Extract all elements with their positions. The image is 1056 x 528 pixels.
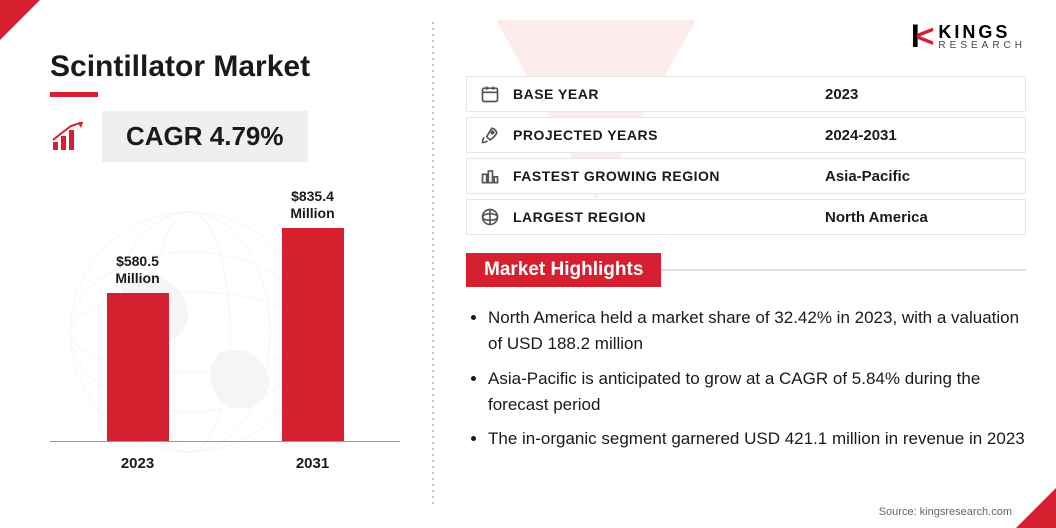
info-value: North America	[825, 209, 1025, 226]
highlights-rule	[661, 269, 1026, 271]
logo-mark: I<	[911, 18, 931, 55]
bar	[282, 228, 344, 441]
highlight-item: North America held a market share of 32.…	[488, 305, 1026, 358]
info-row: BASE YEAR2023	[466, 76, 1026, 112]
page: Scintillator Market CAGR 4.79%	[0, 0, 1056, 528]
highlights-title: Market Highlights	[466, 253, 661, 287]
info-row: PROJECTED YEARS2024-2031	[466, 117, 1026, 153]
region-icon	[467, 166, 513, 186]
bar-value-label: $580.5Million	[115, 253, 159, 287]
logo-sub: RESEARCH	[938, 41, 1026, 51]
bar-column: $835.4Million	[253, 188, 373, 441]
right-panel: I< KINGS RESEARCH BASE YEAR2023 PROJECTED…	[436, 0, 1056, 528]
source-label: Source: kingsresearch.com	[879, 506, 1012, 518]
brand-logo: I< KINGS RESEARCH	[911, 18, 1026, 55]
bars-container: $580.5Million$835.4Million	[50, 212, 400, 442]
logo-brand: KINGS	[938, 23, 1026, 41]
info-value: 2023	[825, 86, 1025, 103]
info-key: FASTEST GROWING REGION	[513, 168, 825, 184]
bar-value-label: $835.4Million	[290, 188, 334, 222]
info-key: LARGEST REGION	[513, 209, 825, 225]
left-panel: Scintillator Market CAGR 4.79%	[0, 0, 430, 528]
page-title: Scintillator Market	[50, 50, 400, 84]
x-axis-labels: 2023 2031	[50, 455, 400, 472]
info-value: 2024-2031	[825, 127, 1025, 144]
x-tick-label: 2031	[253, 455, 373, 472]
highlights-header: Market Highlights	[466, 253, 1026, 287]
highlight-item: The in-organic segment garnered USD 421.…	[488, 426, 1026, 452]
cagr-row: CAGR 4.79%	[50, 111, 400, 162]
x-tick-label: 2023	[78, 455, 198, 472]
info-value: Asia-Pacific	[825, 168, 1025, 185]
info-row: LARGEST REGIONNorth America	[466, 199, 1026, 235]
highlights-list: North America held a market share of 32.…	[466, 305, 1026, 453]
growth-chart-icon	[50, 118, 88, 156]
calendar-icon	[467, 84, 513, 104]
info-row: FASTEST GROWING REGIONAsia-Pacific	[466, 158, 1026, 194]
bar-chart: $580.5Million$835.4Million 2023 2031	[50, 192, 400, 472]
info-key: BASE YEAR	[513, 86, 825, 102]
globe-icon	[467, 207, 513, 227]
rocket-icon	[467, 125, 513, 145]
info-key: PROJECTED YEARS	[513, 127, 825, 143]
bar-column: $580.5Million	[78, 253, 198, 441]
cagr-value-box: CAGR 4.79%	[102, 111, 308, 162]
title-underline	[50, 92, 98, 97]
bar	[107, 293, 169, 441]
highlight-item: Asia-Pacific is anticipated to grow at a…	[488, 366, 1026, 419]
info-table: BASE YEAR2023 PROJECTED YEARS2024-2031 FAS…	[466, 76, 1026, 235]
